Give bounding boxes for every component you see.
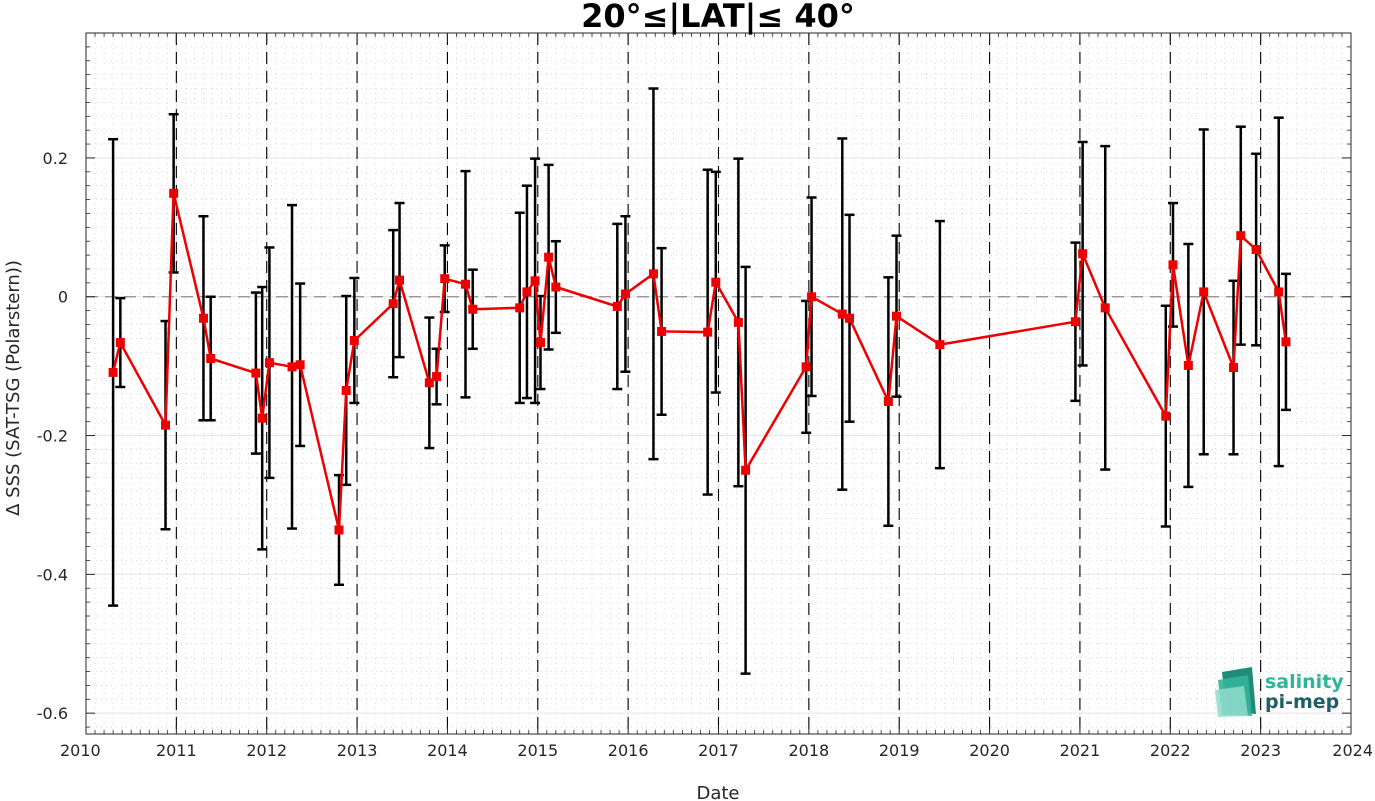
y-tick-label: -0.4 — [37, 565, 68, 584]
year-dividers — [175, 33, 1262, 734]
x-tick-label: 2023 — [1240, 741, 1281, 760]
x-tick-labels: 2010 2011 2012 2013 2014 2015 2016 2017 2018 2019… — [60, 741, 1373, 760]
data-point-marker — [657, 326, 667, 336]
data-point-marker — [108, 367, 118, 377]
data-point-marker — [733, 317, 743, 327]
chart-title: 20°≤|LAT|≤ 40° — [581, 0, 855, 36]
series-markers — [108, 188, 1291, 535]
logo-line-2: pi-mep — [1265, 691, 1339, 713]
data-point-marker — [515, 303, 525, 313]
data-point-marker — [883, 397, 893, 407]
y-tick-label: -0.2 — [37, 427, 68, 446]
data-point-marker — [440, 274, 450, 284]
data-point-marker — [395, 275, 405, 285]
salinity-pi-mep-logo: salinity pi-mep — [1215, 667, 1344, 717]
logo-icon — [1215, 667, 1256, 717]
x-tick-label: 2021 — [1060, 741, 1101, 760]
data-point-marker — [1161, 411, 1171, 421]
data-point-marker — [544, 252, 554, 262]
data-point-marker — [424, 378, 434, 388]
x-tick-label: 2013 — [337, 741, 378, 760]
data-point-marker — [620, 289, 630, 299]
data-point-marker — [892, 311, 902, 321]
x-tick-label: 2019 — [879, 741, 920, 760]
axis-ticks — [85, 32, 1352, 734]
data-point-marker — [1251, 245, 1261, 255]
x-tick-label: 2022 — [1150, 741, 1191, 760]
data-point-marker — [845, 313, 855, 323]
data-point-marker — [334, 525, 344, 535]
data-point-marker — [264, 358, 274, 368]
data-point-marker — [257, 413, 267, 423]
data-point-marker — [1236, 231, 1246, 241]
data-point-marker — [612, 301, 622, 311]
data-point-marker — [1199, 287, 1209, 297]
x-tick-label: 2020 — [969, 741, 1010, 760]
data-point-marker — [1281, 337, 1291, 347]
x-tick-label: 2024 — [1332, 741, 1373, 760]
data-point-marker — [522, 287, 532, 297]
x-tick-label: 2010 — [60, 741, 101, 760]
data-point-marker — [1183, 360, 1193, 370]
data-point-marker — [1274, 287, 1284, 297]
data-point-marker — [295, 360, 305, 370]
data-point-marker — [551, 282, 561, 292]
data-point-marker — [206, 354, 216, 364]
x-tick-label: 2016 — [608, 741, 649, 760]
y-tick-label: 0.2 — [43, 149, 68, 168]
data-point-marker — [349, 335, 359, 345]
y-tick-label: 0 — [58, 288, 68, 307]
data-point-marker — [703, 327, 713, 337]
y-tick-labels: -0.6 -0.4 -0.2 0 0.2 — [37, 149, 68, 723]
data-point-marker — [432, 372, 442, 382]
x-tick-label: 2017 — [698, 741, 739, 760]
x-tick-label: 2011 — [156, 741, 197, 760]
error-bars — [108, 87, 1291, 675]
y-axis-label: Δ SSS (SAT-TSG (Polarstern)) — [3, 260, 24, 516]
data-point-marker — [711, 277, 721, 287]
x-tick-label: 2015 — [517, 741, 558, 760]
x-tick-label: 2014 — [427, 741, 468, 760]
data-point-marker — [287, 362, 297, 372]
data-point-marker — [341, 385, 351, 395]
data-point-marker — [648, 269, 658, 279]
data-point-marker — [161, 420, 171, 430]
data-point-marker — [801, 362, 811, 372]
data-point-marker — [169, 188, 179, 198]
data-point-marker — [1100, 303, 1110, 313]
data-point-marker — [530, 276, 540, 286]
y-tick-label: -0.6 — [37, 704, 68, 723]
data-point-marker — [468, 304, 478, 314]
data-point-marker — [1070, 317, 1080, 327]
data-point-marker — [1229, 363, 1239, 373]
data-point-marker — [461, 279, 470, 289]
data-point-marker — [807, 292, 817, 302]
logo-line-1: salinity — [1265, 671, 1344, 693]
x-tick-label: 2012 — [246, 741, 287, 760]
data-point-marker — [251, 368, 261, 378]
data-point-marker — [535, 338, 545, 348]
x-tick-label: 2018 — [788, 741, 829, 760]
data-point-marker — [198, 313, 208, 323]
series-line — [111, 192, 1288, 532]
data-point-marker — [115, 338, 125, 348]
data-point-marker — [1078, 249, 1088, 259]
data-point-marker — [741, 465, 751, 475]
x-axis-label: Date — [696, 783, 739, 801]
data-point-marker — [388, 299, 398, 309]
data-point-marker — [935, 340, 945, 350]
data-point-marker — [1168, 260, 1178, 270]
